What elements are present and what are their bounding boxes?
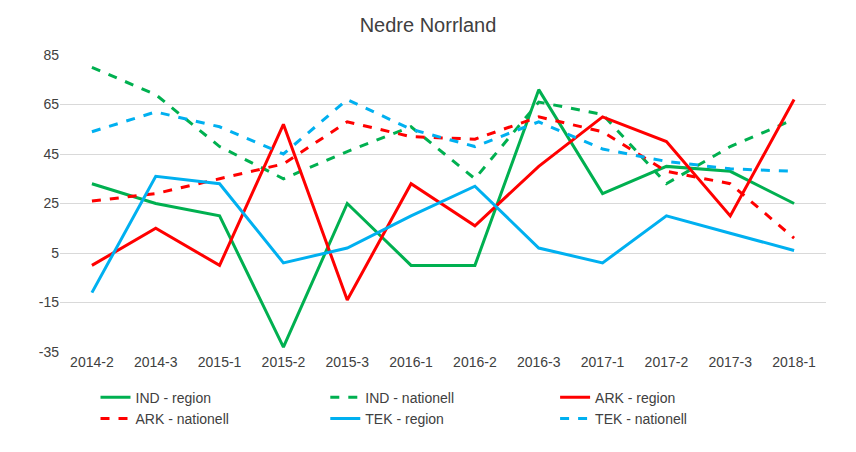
svg-text:2017-3: 2017-3	[708, 354, 752, 370]
svg-text:85: 85	[43, 47, 59, 63]
svg-text:2015-3: 2015-3	[325, 354, 369, 370]
svg-text:25: 25	[43, 195, 59, 211]
svg-text:TEK - region: TEK - region	[365, 411, 444, 427]
svg-text:45: 45	[43, 146, 59, 162]
svg-text:2014-3: 2014-3	[134, 354, 178, 370]
svg-text:5: 5	[51, 245, 59, 261]
svg-text:2016-2: 2016-2	[453, 354, 497, 370]
svg-text:TEK - nationell: TEK - nationell	[595, 411, 687, 427]
svg-text:IND - nationell: IND - nationell	[365, 390, 454, 406]
svg-text:2017-1: 2017-1	[581, 354, 625, 370]
svg-text:2016-3: 2016-3	[517, 354, 561, 370]
svg-text:ARK - nationell: ARK - nationell	[136, 411, 229, 427]
svg-text:Nedre Norrland: Nedre Norrland	[360, 14, 497, 36]
svg-text:-35: -35	[39, 344, 59, 360]
svg-text:65: 65	[43, 96, 59, 112]
svg-text:-15: -15	[39, 294, 59, 310]
svg-text:IND - region: IND - region	[136, 390, 211, 406]
svg-text:2015-2: 2015-2	[262, 354, 306, 370]
svg-text:2017-2: 2017-2	[645, 354, 689, 370]
svg-text:ARK - region: ARK - region	[595, 390, 675, 406]
svg-text:2014-2: 2014-2	[70, 354, 114, 370]
svg-text:2018-1: 2018-1	[772, 354, 816, 370]
svg-text:2015-1: 2015-1	[198, 354, 242, 370]
svg-text:2016-1: 2016-1	[389, 354, 433, 370]
